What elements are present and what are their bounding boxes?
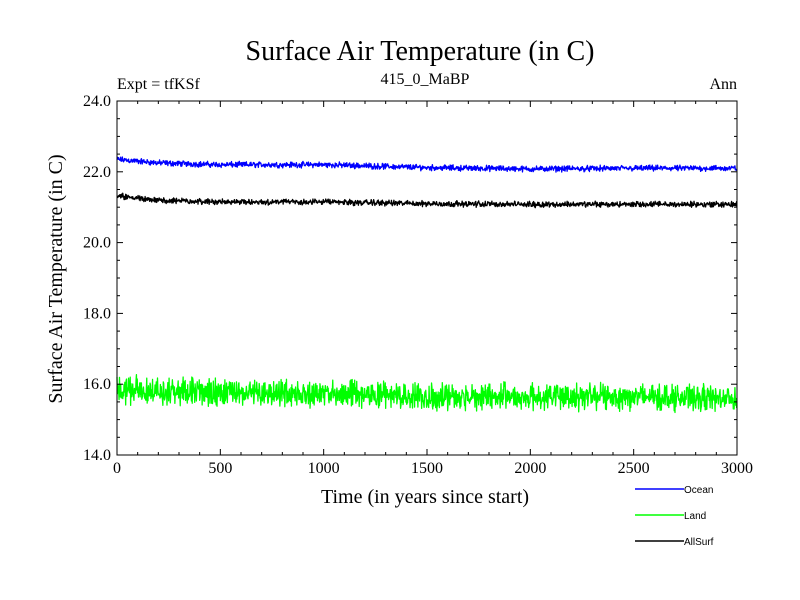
series-line-land bbox=[116, 373, 738, 414]
ticks-layer: 0 500 1000 1500 2000 2500 3000 14.0 16.0 18.0 20.0… bbox=[83, 93, 753, 477]
y-axis-label: Surface Air Temperature (in C) bbox=[45, 154, 67, 403]
season-label: Ann bbox=[709, 76, 737, 93]
x-tick-label: 0 bbox=[113, 460, 121, 477]
series-layer bbox=[116, 156, 738, 414]
y-tick-label: 20.0 bbox=[83, 235, 111, 252]
y-tick-label: 18.0 bbox=[83, 305, 111, 322]
series-line-ocean bbox=[116, 156, 738, 173]
legend-item-allsurf: AllSurf bbox=[635, 537, 714, 548]
x-tick-label: 1000 bbox=[308, 460, 340, 477]
x-tick-label: 3000 bbox=[721, 460, 753, 477]
legend: Ocean Land AllSurf bbox=[635, 485, 714, 548]
y-tick-label: 14.0 bbox=[83, 447, 111, 464]
y-tick-label: 22.0 bbox=[83, 164, 111, 181]
chart-subtitle: 415_0_MaBP bbox=[381, 71, 470, 88]
series-line-allsurf bbox=[116, 192, 738, 209]
y-tick-label: 24.0 bbox=[83, 93, 111, 110]
x-tick-label: 2500 bbox=[618, 460, 650, 477]
chart-title: Surface Air Temperature (in C) bbox=[246, 36, 595, 67]
y-tick-label: 16.0 bbox=[83, 376, 111, 393]
legend-item-land: Land bbox=[635, 511, 706, 522]
experiment-label: Expt = tfKSf bbox=[117, 76, 200, 93]
legend-item-ocean: Ocean bbox=[635, 485, 713, 496]
x-tick-label: 2000 bbox=[514, 460, 546, 477]
x-tick-label: 500 bbox=[208, 460, 232, 477]
x-axis-label: Time (in years since start) bbox=[321, 486, 529, 508]
plot-frame bbox=[116, 100, 738, 456]
legend-label: Land bbox=[684, 511, 706, 522]
legend-label: AllSurf bbox=[684, 537, 714, 548]
x-tick-label: 1500 bbox=[411, 460, 443, 477]
legend-label: Ocean bbox=[684, 485, 713, 496]
